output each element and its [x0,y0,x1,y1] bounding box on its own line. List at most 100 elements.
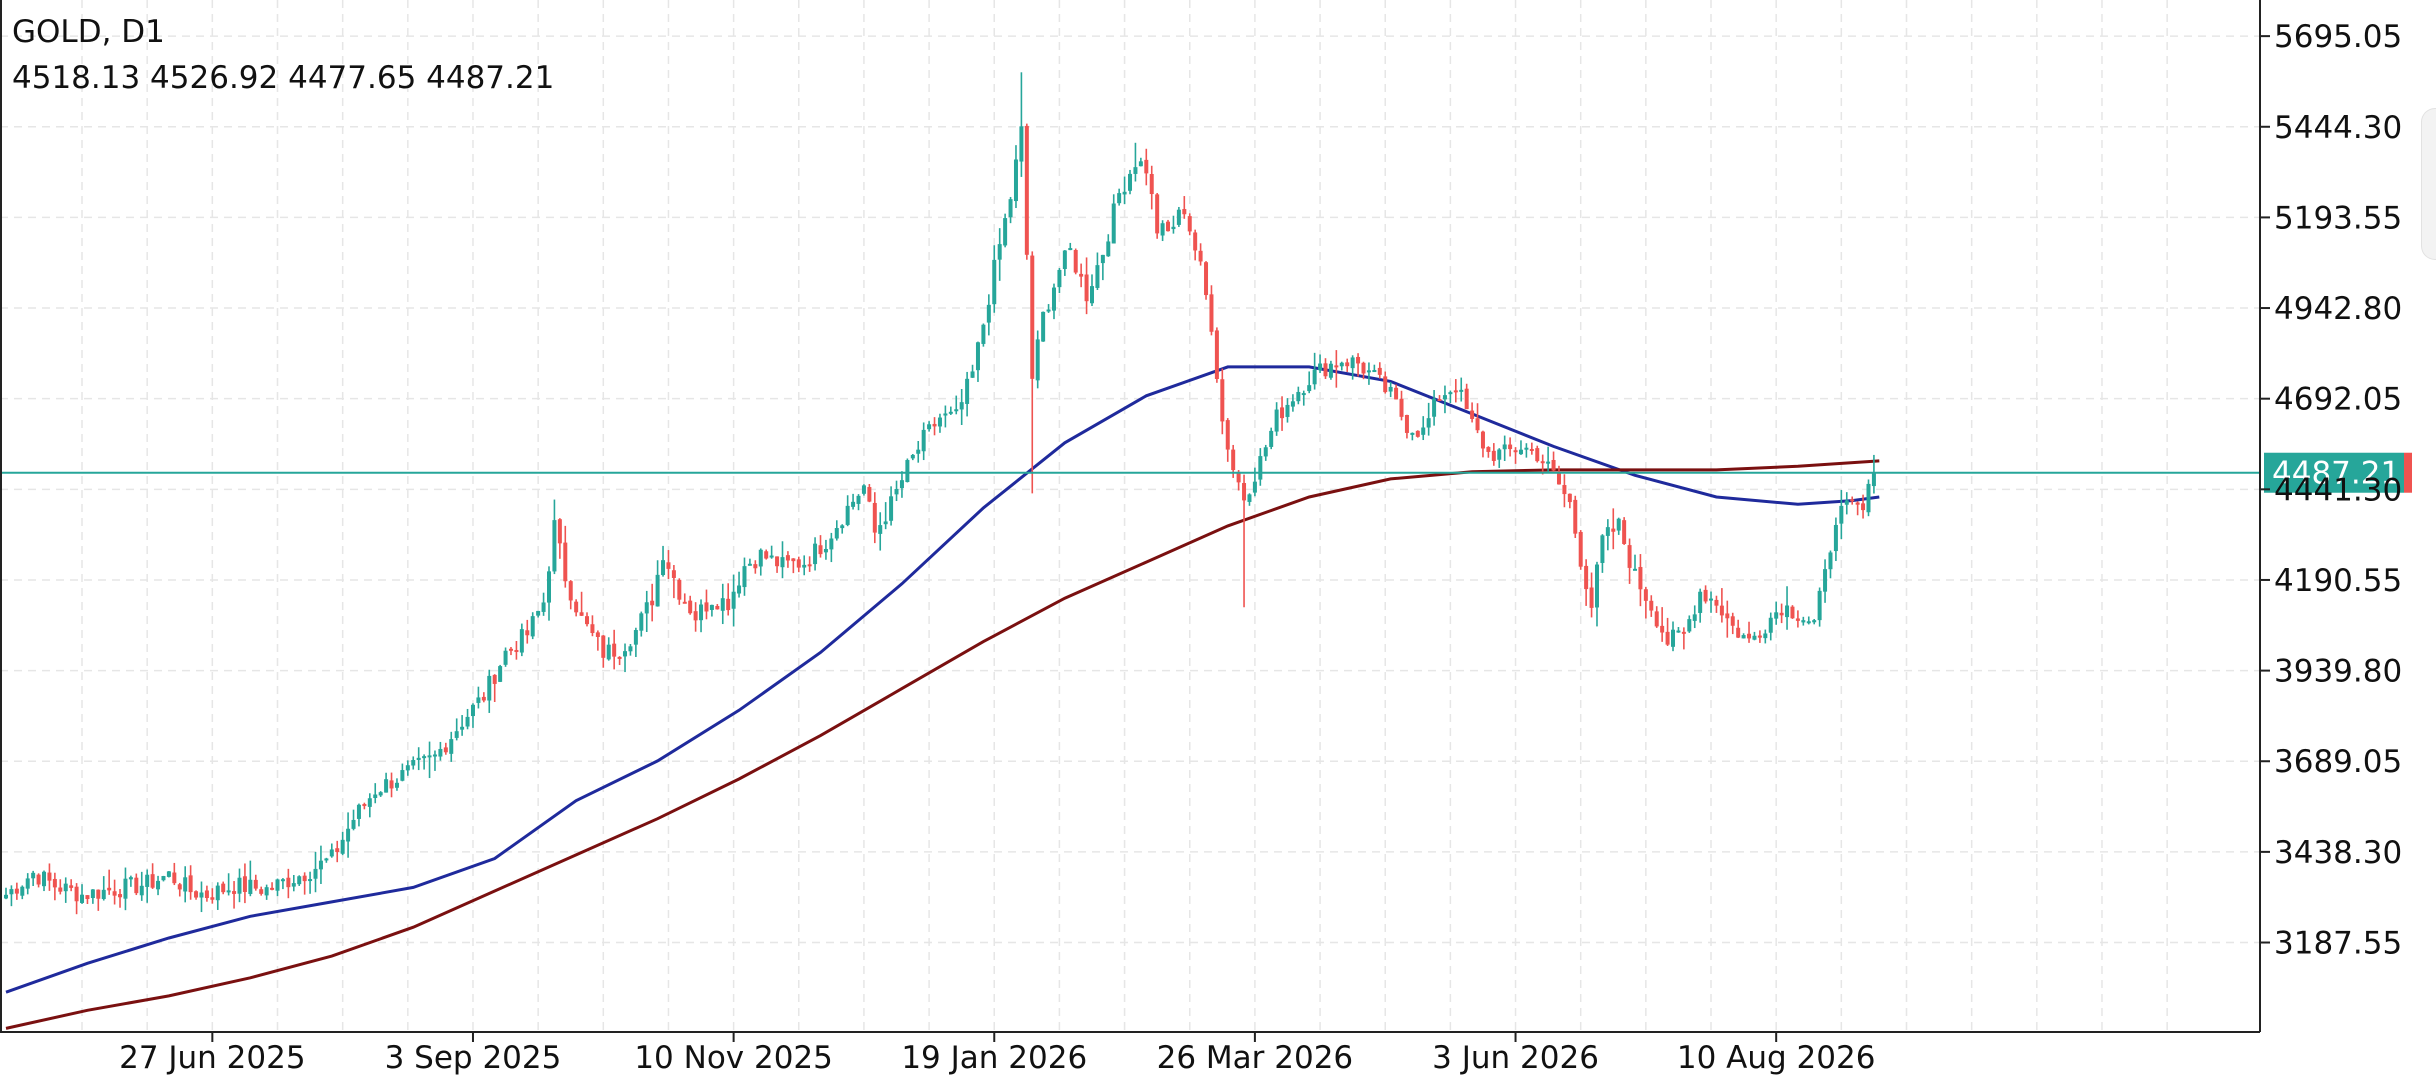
candle-body [302,875,307,882]
candle-body [1844,500,1849,505]
candle-body [1747,633,1752,639]
candle-body [42,871,47,887]
candle-body [1730,616,1735,626]
candle-body [682,601,687,604]
x-tick-label: 26 Mar 2026 [1157,1040,1354,1076]
candle-body [807,564,812,567]
candle-body [1394,387,1399,400]
candle-body [427,755,432,758]
candle-body [177,884,182,890]
candle-body [1752,635,1757,640]
candle-body [470,704,475,717]
candle-body [1095,265,1100,288]
candle-body [1491,450,1496,461]
candle-body [1318,363,1323,371]
candle-body [210,897,215,900]
candle-body [720,598,725,611]
candle-body [1437,399,1442,402]
candle-body [1051,287,1056,311]
candle-body [134,877,139,894]
candle-body [416,757,421,760]
candle-body [161,876,166,881]
candle-body [601,635,606,658]
candle-body [1502,444,1507,450]
candle-body [1546,461,1551,464]
candle-body [1388,386,1393,392]
candle-body [1850,499,1855,502]
candle-body [623,651,628,657]
candle-body [1681,631,1686,634]
candle-body [90,889,95,899]
candle-body [460,726,465,730]
candle-body [1220,379,1225,422]
moving-averages [5,365,1880,1030]
candle-body [1361,362,1366,374]
candle-body [699,604,704,621]
candle-body [1806,621,1811,624]
candle-body [96,889,101,899]
candle-body [1252,481,1257,493]
candle-body [704,602,709,612]
candle-body [1600,535,1605,563]
candle-body [997,244,1002,260]
candle-body [291,883,296,887]
candle-body [1372,370,1377,373]
candle-body [1187,216,1192,232]
candle-body [199,892,204,898]
candle-body [1198,250,1203,262]
candle-body [356,804,361,819]
candle-body [1529,448,1534,451]
candle-body [237,877,242,894]
side-panel-tab[interactable] [2421,108,2436,260]
candle-body [1741,635,1746,639]
candle-body [628,646,633,652]
candle-body [1166,221,1171,232]
candle-body [1263,447,1268,457]
candle-body [1024,125,1029,255]
candle-body [1622,520,1627,544]
candle-body [335,848,340,853]
candle-body [959,402,964,410]
candle-body [36,874,41,885]
candle-body [101,889,106,900]
candle-body [981,324,986,344]
candle-body [248,879,253,894]
candle-body [671,570,676,578]
candle-body [1046,309,1051,312]
candle-body [775,556,780,567]
candle-body [118,894,123,898]
candle-body [802,564,807,568]
candle-body [1736,627,1741,638]
candle-body [536,610,541,616]
candle-body [1090,286,1094,304]
candle-body [188,875,193,893]
candle-body [650,600,655,606]
candle-body [1415,430,1420,437]
candle-body [1654,611,1659,627]
candle-body [1524,447,1529,450]
candle-body [1801,620,1806,623]
candle-body [340,839,345,854]
candle-body [1062,250,1067,270]
candle-body [1231,449,1236,471]
candle-body [465,716,470,727]
candle-body [1214,330,1219,380]
y-tick-label: 4692.05 [2274,382,2402,418]
candle-body [1812,620,1817,623]
candle-body [1280,407,1285,419]
candle-body [617,656,622,659]
candle-body [139,885,144,896]
current-price-tag-edge [2404,452,2412,493]
candle-body [552,520,557,572]
candle-body [14,888,19,894]
candle-body [666,562,671,569]
candle-body [1247,494,1252,502]
candle-body [1719,605,1724,616]
candle-body [264,887,269,896]
candle-body [242,876,247,893]
current-price-label: 4487.21 [2272,456,2400,492]
ma-line-ma_red [5,459,1880,1030]
candle-body [58,887,63,892]
